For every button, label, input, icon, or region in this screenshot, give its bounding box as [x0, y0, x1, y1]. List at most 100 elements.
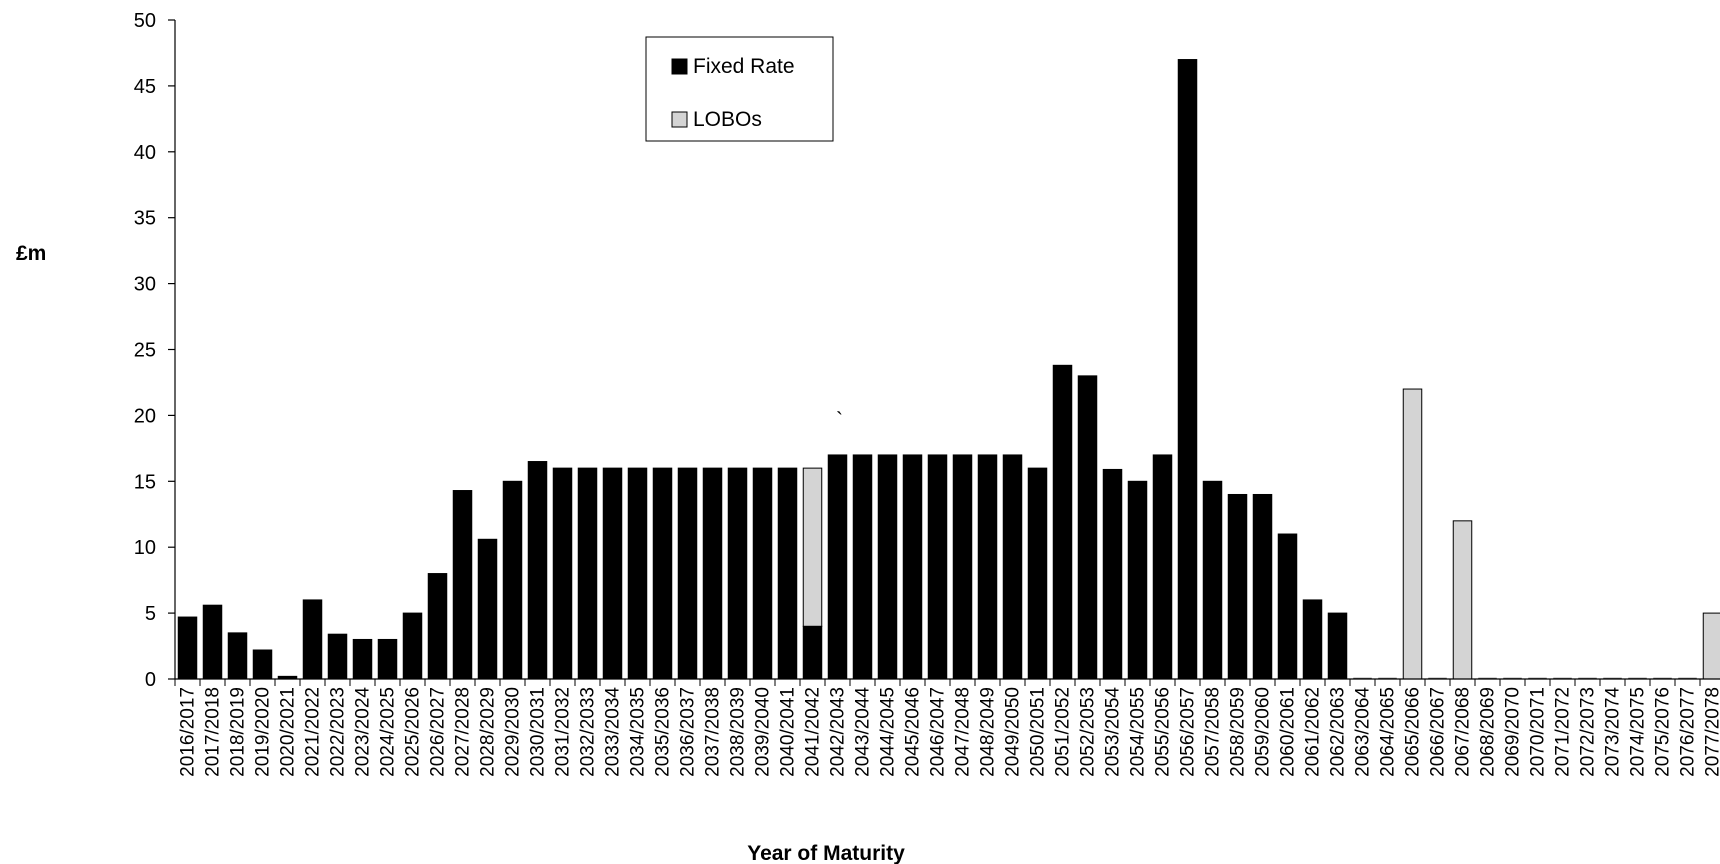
- bar-fixed-rate-2043-2044: [852, 454, 873, 680]
- x-tick-label: 2029/2030: [503, 687, 524, 777]
- x-tick-label: 2032/2033: [578, 687, 599, 777]
- y-axis-title: £m: [16, 242, 46, 265]
- bar-fixed-rate-2026-2027: [427, 573, 448, 680]
- x-tick-label: 2020/2021: [278, 687, 299, 777]
- bars-layer: [177, 59, 1720, 680]
- x-tick-label: 2054/2055: [1128, 687, 1149, 777]
- x-tick-label: 2034/2035: [628, 687, 649, 777]
- bar-fixed-rate-2056-2057: [1177, 59, 1198, 680]
- x-tick-label: 2048/2049: [978, 687, 999, 777]
- x-tick-label: 2057/2058: [1203, 687, 1224, 777]
- bar-fixed-rate-2033-2034: [602, 467, 623, 680]
- y-tick-label: 25: [134, 340, 156, 362]
- axes-layer: [174, 20, 1720, 680]
- bar-fixed-rate-2062-2063: [1327, 612, 1348, 680]
- bar-fixed-rate-2038-2039: [727, 467, 748, 680]
- bar-fixed-rate-2045-2046: [902, 454, 923, 680]
- bar-fixed-rate-2059-2060: [1252, 493, 1273, 680]
- x-tick-label: 2045/2046: [903, 687, 924, 777]
- x-tick-label: 2070/2071: [1528, 687, 1549, 777]
- bar-lobos-2065-2066: [1402, 388, 1423, 680]
- x-tick-label: 2068/2069: [1478, 687, 1499, 777]
- x-tick-label: 2051/2052: [1053, 687, 1074, 777]
- x-tick-label: 2043/2044: [853, 687, 874, 777]
- x-tick-label: 2041/2042: [803, 687, 824, 777]
- x-tick-label: 2023/2024: [353, 687, 374, 777]
- x-tick-label: 2063/2064: [1353, 687, 1374, 777]
- bar-fixed-rate-2052-2053: [1077, 375, 1098, 680]
- bar-fixed-rate-2016-2017: [177, 616, 198, 680]
- x-tick-label: 2046/2047: [928, 687, 949, 777]
- x-tick-label: 2053/2054: [1103, 687, 1124, 777]
- bar-fixed-rate-2061-2062: [1302, 599, 1323, 680]
- bar-fixed-rate-2027-2028: [452, 490, 473, 680]
- legend: Fixed Rate LOBOs: [645, 36, 834, 142]
- x-tick-label: 2067/2068: [1453, 687, 1474, 777]
- x-tick-label: 2033/2034: [603, 687, 624, 777]
- x-tick-label: 2073/2074: [1603, 687, 1624, 777]
- x-tick-label: 2047/2048: [953, 687, 974, 777]
- bar-fixed-rate-2055-2056: [1152, 454, 1173, 680]
- x-tick-label: 2074/2075: [1628, 687, 1649, 777]
- x-tick-label: 2030/2031: [528, 687, 549, 777]
- bar-fixed-rate-2048-2049: [977, 454, 998, 680]
- x-tick-label: 2061/2062: [1303, 687, 1324, 777]
- bar-lobos-2041-2042: [802, 467, 823, 627]
- x-tick-label: 2042/2043: [828, 687, 849, 777]
- bar-fixed-rate-2039-2040: [752, 467, 773, 680]
- bar-fixed-rate-2060-2061: [1277, 533, 1298, 680]
- x-tick-label: 2071/2072: [1553, 687, 1574, 777]
- x-tick-label: 2025/2026: [403, 687, 424, 777]
- x-tick-label: 2035/2036: [653, 687, 674, 777]
- x-tick-label: 2066/2067: [1428, 687, 1449, 777]
- x-tick-label: 2075/2076: [1653, 687, 1674, 777]
- bar-fixed-rate-2024-2025: [377, 638, 398, 680]
- x-tick-label: 2052/2053: [1078, 687, 1099, 777]
- bar-fixed-rate-2022-2023: [327, 633, 348, 680]
- legend-label-lobos: LOBOs: [693, 108, 762, 131]
- annotation-mark: `: [836, 409, 843, 432]
- bar-fixed-rate-2028-2029: [477, 538, 498, 680]
- bar-fixed-rate-2053-2054: [1102, 468, 1123, 680]
- bar-fixed-rate-2051-2052: [1052, 364, 1073, 680]
- x-tick-label: 2072/2073: [1578, 687, 1599, 777]
- y-tick-label: 40: [134, 142, 156, 164]
- x-tick-label: 2028/2029: [478, 687, 499, 777]
- x-tick-label: 2021/2022: [303, 687, 324, 777]
- legend-label-fixed-rate: Fixed Rate: [693, 55, 795, 78]
- bar-fixed-rate-2041-2042: [802, 625, 823, 680]
- x-tick-label: 2016/2017: [178, 687, 199, 777]
- x-tick-label: 2058/2059: [1228, 687, 1249, 777]
- x-tick-label: 2026/2027: [428, 687, 449, 777]
- y-tick-label: 20: [134, 405, 156, 427]
- y-tick-label: 5: [145, 603, 156, 625]
- bar-fixed-rate-2042-2043: [827, 454, 848, 680]
- x-tick-label: 2049/2050: [1003, 687, 1024, 777]
- bar-fixed-rate-2035-2036: [652, 467, 673, 680]
- y-tick-label: 45: [134, 76, 156, 98]
- y-tick-label: 0: [145, 669, 156, 691]
- legend-swatch-lobos: [671, 111, 688, 128]
- x-tick-label: 2050/2051: [1028, 687, 1049, 777]
- y-tick-label: 50: [134, 10, 156, 32]
- x-tick-label: 2055/2056: [1153, 687, 1174, 777]
- x-tick-label: 2017/2018: [203, 687, 224, 777]
- bar-fixed-rate-2034-2035: [627, 467, 648, 680]
- bar-fixed-rate-2018-2019: [227, 632, 248, 680]
- x-tick-label: 2036/2037: [678, 687, 699, 777]
- bar-fixed-rate-2017-2018: [202, 604, 223, 680]
- x-tick-label: 2044/2045: [878, 687, 899, 777]
- bar-lobos-2077-2078: [1702, 612, 1720, 680]
- y-tick-label: 10: [134, 537, 156, 559]
- x-tick-label: 2039/2040: [753, 687, 774, 777]
- x-tick-label: 2060/2061: [1278, 687, 1299, 777]
- x-tick-label: 2059/2060: [1253, 687, 1274, 777]
- bar-fixed-rate-2058-2059: [1227, 493, 1248, 680]
- x-tick-label: 2065/2066: [1403, 687, 1424, 777]
- bar-fixed-rate-2057-2058: [1202, 480, 1223, 680]
- x-ticks: 2016/2017 2017/2018 2018/2019 2019/2020 2020…: [174, 679, 1720, 777]
- bar-fixed-rate-2021-2022: [302, 599, 323, 680]
- bar-fixed-rate-2030-2031: [527, 461, 548, 680]
- x-tick-label: 2069/2070: [1503, 687, 1524, 777]
